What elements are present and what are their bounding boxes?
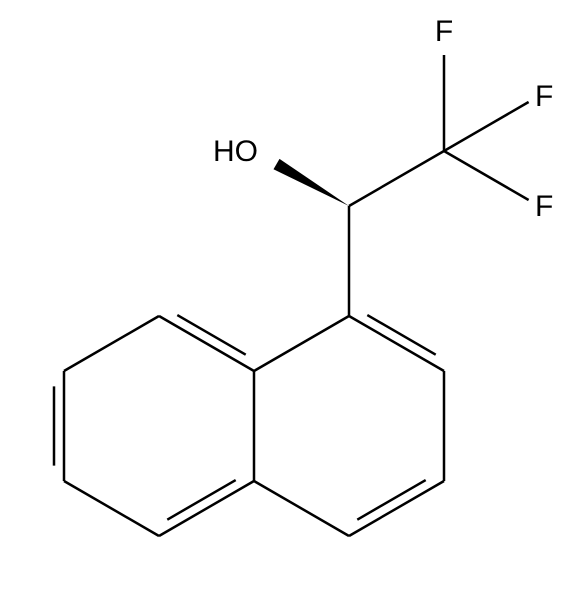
- bond: [357, 480, 425, 520]
- bond: [444, 102, 529, 151]
- bond: [167, 480, 235, 520]
- bond: [254, 481, 349, 536]
- bond: [64, 481, 159, 536]
- bond: [349, 481, 444, 536]
- bond: [367, 315, 435, 355]
- atom-label-OH: HO: [213, 135, 258, 168]
- bond: [349, 316, 444, 371]
- bond: [444, 151, 529, 200]
- bond: [349, 151, 444, 206]
- atom-label-F3: F: [535, 190, 553, 223]
- bond: [177, 315, 245, 355]
- bond: [159, 316, 254, 371]
- bond: [159, 481, 254, 536]
- bond: [64, 316, 159, 371]
- molecule-diagram: HO F F F: [0, 0, 572, 600]
- bond: [254, 316, 349, 371]
- wedge-bond: [273, 159, 349, 206]
- atom-label-F1: F: [435, 15, 453, 48]
- atom-label-F2: F: [535, 80, 553, 113]
